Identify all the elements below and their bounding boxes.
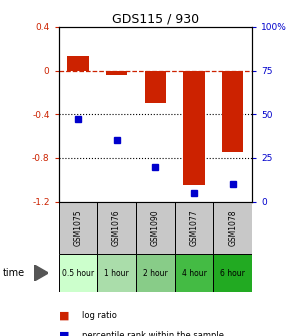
Bar (97, 254, 136, 292)
Bar (213, 202, 252, 254)
Bar (97, 202, 136, 254)
Text: GSM1090: GSM1090 (151, 209, 160, 246)
Text: 2 hour: 2 hour (143, 268, 168, 278)
Bar (136, 202, 175, 254)
Bar (183, 71, 205, 185)
Bar (213, 254, 252, 292)
Bar (222, 71, 243, 153)
Text: time: time (3, 268, 25, 278)
Title: GDS115 / 930: GDS115 / 930 (112, 13, 199, 26)
Text: GSM1076: GSM1076 (112, 209, 121, 246)
Bar (59, 202, 97, 254)
Text: ■: ■ (59, 311, 69, 321)
Text: 1 hour: 1 hour (104, 268, 129, 278)
Text: 4 hour: 4 hour (182, 268, 206, 278)
Bar (145, 71, 166, 103)
Text: 0.5 hour: 0.5 hour (62, 268, 94, 278)
Text: 6 hour: 6 hour (220, 268, 245, 278)
Bar (59, 254, 97, 292)
Text: GSM1077: GSM1077 (190, 209, 198, 246)
Text: ■: ■ (59, 331, 69, 336)
Polygon shape (34, 265, 48, 282)
Bar (175, 254, 213, 292)
Text: GSM1075: GSM1075 (74, 209, 82, 246)
Bar (67, 56, 88, 71)
Text: log ratio: log ratio (82, 311, 117, 320)
Bar (106, 71, 127, 75)
Bar (136, 254, 175, 292)
Text: GSM1078: GSM1078 (228, 209, 237, 246)
Bar (175, 202, 213, 254)
Text: percentile rank within the sample: percentile rank within the sample (82, 332, 224, 336)
